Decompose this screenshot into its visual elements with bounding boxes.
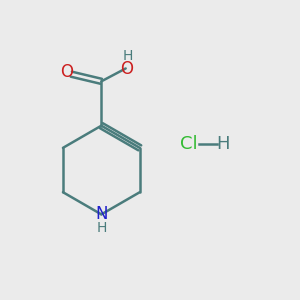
Text: H: H: [96, 221, 106, 235]
Text: H: H: [123, 50, 133, 63]
Text: O: O: [121, 60, 134, 78]
Text: Cl: Cl: [180, 135, 197, 153]
Text: N: N: [95, 206, 108, 224]
Text: H: H: [216, 135, 230, 153]
Text: O: O: [60, 64, 73, 82]
